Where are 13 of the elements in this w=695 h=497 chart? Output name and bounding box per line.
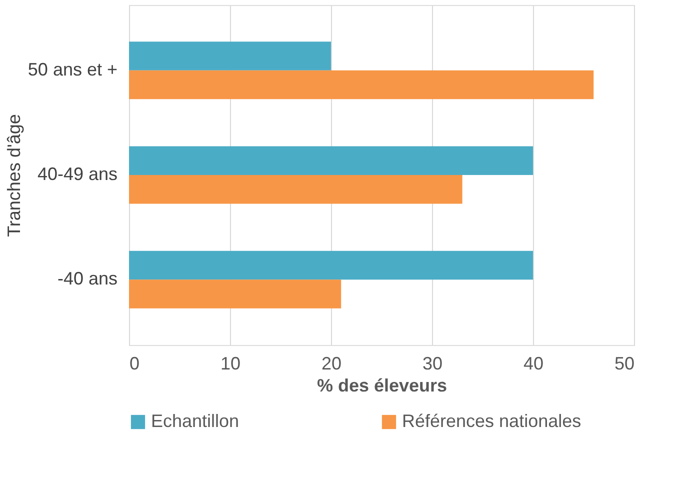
y-axis-title: Tranches d'âge xyxy=(4,114,24,237)
x-tick-label: 20 xyxy=(321,354,342,374)
x-tick-label: 0 xyxy=(130,354,140,374)
x-tick-label: 50 xyxy=(614,354,634,374)
y-tick-label: -40 ans xyxy=(57,268,118,289)
x-tick-label: 10 xyxy=(220,354,241,374)
y-tick-label: 40-49 ans xyxy=(37,164,118,184)
x-axis-title: % des éleveurs xyxy=(316,376,448,396)
legend-label: Echantillon xyxy=(151,411,240,431)
y-tick-label: 50 ans et + xyxy=(28,59,118,80)
x-tick-label: 30 xyxy=(422,354,443,374)
legend-label: Références nationales xyxy=(402,411,582,431)
x-tick-label: 40 xyxy=(523,354,544,374)
